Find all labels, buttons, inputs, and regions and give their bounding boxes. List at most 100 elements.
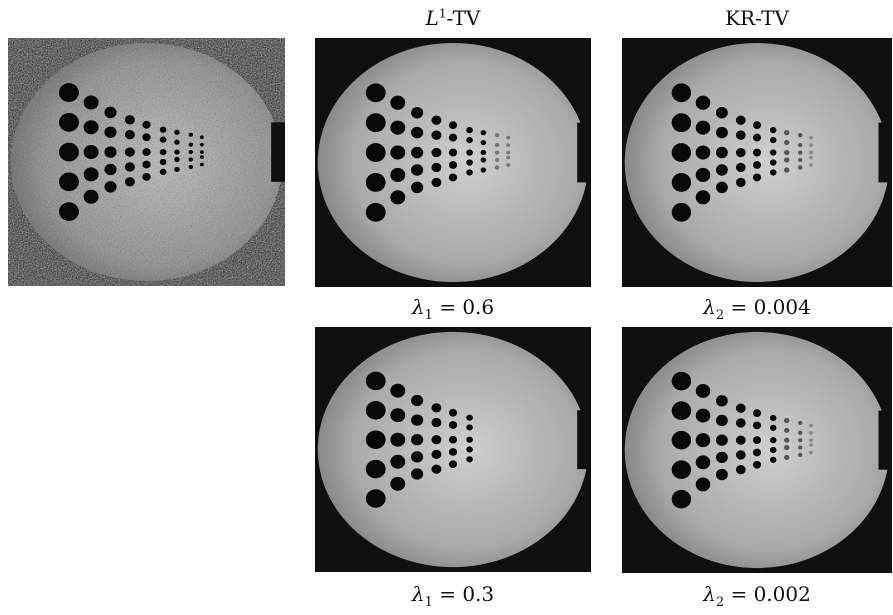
- phantom-hole: [752, 436, 762, 445]
- phantom-hole: [448, 133, 458, 142]
- phantom-hole: [798, 157, 803, 163]
- phantom-hole: [188, 142, 194, 147]
- phantom-hole: [142, 133, 151, 142]
- phantom-hole: [671, 143, 692, 162]
- phantom-hole: [466, 414, 473, 421]
- phantom-hole: [104, 163, 117, 176]
- phantom-hole: [809, 430, 813, 435]
- phantom-hole: [390, 432, 406, 447]
- phantom-hole: [735, 465, 746, 475]
- phantom-hole: [715, 146, 728, 159]
- phantom-hole: [365, 371, 386, 391]
- phantom-hole: [480, 139, 487, 146]
- phantom-hole: [735, 177, 746, 188]
- phantom-hole: [735, 435, 746, 445]
- phantom-hole: [83, 189, 99, 204]
- phantom-hole: [715, 414, 728, 427]
- phantom-image-noisy: [8, 38, 285, 286]
- phantom-svg: [315, 38, 591, 287]
- phantom-hole: [104, 106, 117, 119]
- phantom-hole: [784, 444, 790, 451]
- phantom-hole: [769, 424, 777, 431]
- phantom-hole: [124, 177, 135, 187]
- phantom-hole: [809, 163, 813, 167]
- phantom-hole: [752, 409, 762, 417]
- phantom-hole: [506, 150, 511, 155]
- phantom-hole: [695, 145, 711, 160]
- phantom-notch: [577, 122, 591, 183]
- phantom-hole: [390, 408, 406, 423]
- phantom-hole: [752, 448, 762, 457]
- phantom-hole: [83, 95, 99, 110]
- phantom-hole: [159, 148, 167, 156]
- phantom-hole: [798, 165, 803, 170]
- phantom-hole: [735, 115, 746, 125]
- phantom-hole: [58, 112, 79, 132]
- phantom-hole: [448, 408, 458, 417]
- phantom-hole: [671, 371, 692, 391]
- phantom-hole: [199, 135, 204, 140]
- phantom-hole: [431, 449, 442, 460]
- phantom-hole: [480, 157, 487, 163]
- phantom-hole: [466, 159, 473, 166]
- phantom-hole: [431, 147, 442, 158]
- phantom-hole: [390, 95, 406, 110]
- phantom-hole: [142, 160, 151, 169]
- phantom-hole: [365, 83, 386, 103]
- phantom-svg: [8, 38, 285, 286]
- phantom-hole: [506, 155, 511, 160]
- phantom-hole: [58, 172, 79, 192]
- phantom-hole: [142, 148, 151, 156]
- phantom-hole: [431, 403, 442, 413]
- phantom-hole: [506, 135, 511, 140]
- phantom-hole: [735, 403, 746, 413]
- phantom-hole: [58, 202, 79, 221]
- phantom-hole: [448, 460, 458, 469]
- phantom-hole: [142, 120, 151, 129]
- phantom-hole: [199, 162, 204, 167]
- phantom-hole: [671, 401, 692, 420]
- phantom-hole: [104, 181, 117, 193]
- phantom-hole: [784, 454, 790, 460]
- phantom-hole: [390, 190, 406, 205]
- phantom-hole: [769, 149, 777, 156]
- phantom-hole: [809, 135, 813, 140]
- phantom-hole: [494, 142, 500, 148]
- phantom-hole: [671, 173, 692, 192]
- phantom-hole: [695, 120, 711, 135]
- phantom-hole: [695, 433, 711, 448]
- phantom-hole: [809, 143, 813, 147]
- phantom-hole: [480, 130, 487, 136]
- phantom-hole: [365, 430, 386, 449]
- phantom-hole: [431, 177, 442, 188]
- phantom-hole: [769, 456, 777, 463]
- phantom-hole: [752, 421, 762, 430]
- phantom-notch: [577, 410, 591, 470]
- caption-l1tv-row1: λ1 = 0.6: [411, 295, 495, 323]
- phantom-hole: [390, 476, 406, 491]
- phantom-hole: [466, 424, 473, 431]
- phantom-hole: [798, 430, 803, 435]
- phantom-hole: [411, 164, 424, 176]
- phantom-hole: [159, 168, 167, 176]
- phantom-hole: [448, 448, 458, 456]
- phantom-hole: [784, 157, 790, 163]
- phantom-hole: [784, 139, 790, 146]
- phantom-hole: [448, 121, 458, 130]
- phantom-hole: [411, 126, 424, 139]
- phantom-hole: [735, 130, 746, 140]
- phantom-hole: [752, 173, 762, 182]
- phantom-hole: [809, 150, 813, 155]
- phantom-hole: [769, 169, 777, 176]
- phantom-hole: [365, 143, 386, 162]
- phantom-hole: [769, 136, 777, 144]
- phantom-hole: [431, 130, 442, 140]
- phantom-hole: [58, 142, 79, 162]
- phantom-hole: [715, 126, 728, 139]
- phantom-hole: [174, 139, 180, 145]
- phantom-hole: [124, 162, 135, 172]
- phantom-hole: [466, 456, 473, 463]
- phantom-hole: [365, 489, 386, 508]
- phantom-hole: [809, 450, 813, 455]
- phantom-hole: [784, 437, 790, 443]
